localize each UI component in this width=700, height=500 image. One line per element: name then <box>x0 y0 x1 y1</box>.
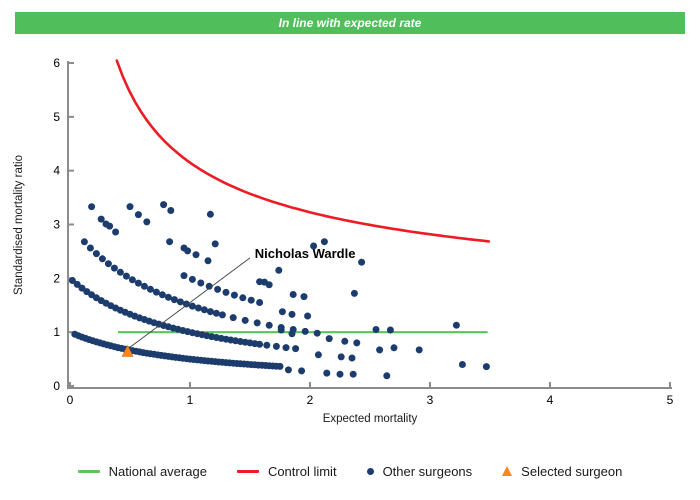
svg-text:5: 5 <box>667 393 674 407</box>
legend-item-control-limit: Control limit <box>236 463 337 479</box>
control-limit-line-icon <box>236 469 259 473</box>
legend-label: National average <box>108 463 207 479</box>
legend-item-other-surgeons: Other surgeons <box>366 463 473 479</box>
legend-item-selected-surgeon: Selected surgeon <box>502 464 622 479</box>
funnel-plot: 0 1 2 3 4 5 0 1 2 3 4 5 6 Nicholas Wardle Standardise… <box>13 56 674 425</box>
legend-label: Selected surgeon <box>521 463 623 479</box>
svg-text:4: 4 <box>547 393 554 407</box>
surgeon-dot-icon <box>366 467 374 475</box>
selected-surgeon-triangle-icon <box>502 466 513 476</box>
svg-text:4: 4 <box>53 164 60 178</box>
legend: National average Control limit Other sur… <box>0 458 700 484</box>
svg-text:2: 2 <box>307 393 314 407</box>
x-axis-title: Expected mortality <box>323 413 418 425</box>
svg-text:3: 3 <box>427 393 434 407</box>
svg-text:0: 0 <box>67 393 74 407</box>
status-banner: In line with expected rate <box>15 12 685 34</box>
svg-text:1: 1 <box>187 393 194 407</box>
svg-text:3: 3 <box>53 218 60 232</box>
legend-item-national-average: National average <box>77 463 207 479</box>
national-average-line-icon <box>77 469 100 473</box>
svg-text:0: 0 <box>53 379 60 393</box>
svg-text:6: 6 <box>53 56 60 70</box>
legend-label: Control limit <box>267 463 337 479</box>
legend-label: Other surgeons <box>382 463 473 479</box>
svg-text:5: 5 <box>53 110 60 124</box>
selected-surgeon-marker <box>121 344 134 357</box>
svg-text:1: 1 <box>53 325 60 339</box>
y-axis-title: Standardised mortality ratio <box>13 155 25 295</box>
annotation-selected-surgeon: Nicholas Wardle <box>255 246 356 261</box>
svg-text:2: 2 <box>53 271 60 285</box>
